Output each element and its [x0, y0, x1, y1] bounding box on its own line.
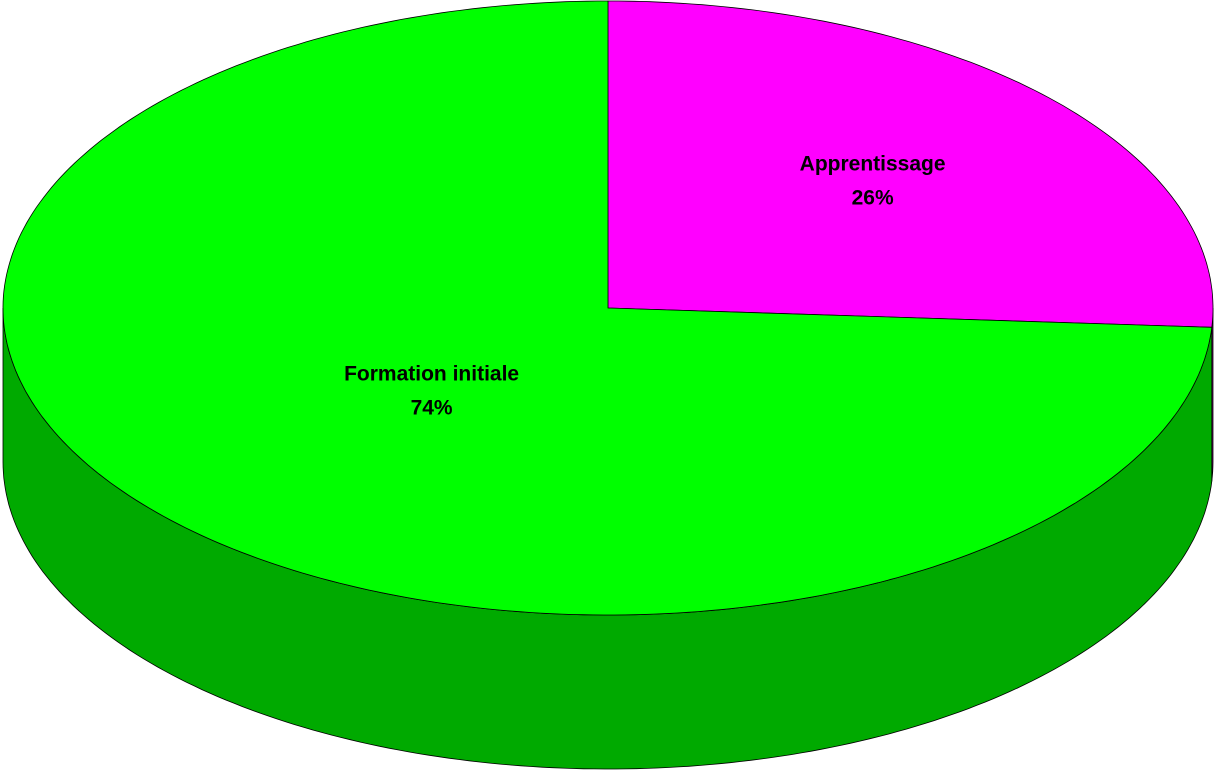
pie-slice	[607, 0, 1214, 328]
slice-value-label: 26%	[852, 186, 894, 209]
slice-value-label: 74%	[411, 397, 453, 420]
slice-label: Formation initiale	[344, 363, 519, 386]
pie-slice	[2, 0, 1213, 616]
slice-label: Apprentissage	[800, 152, 946, 175]
